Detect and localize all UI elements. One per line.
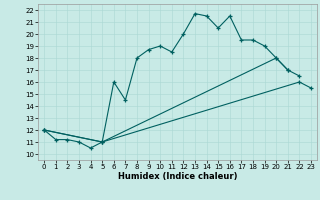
X-axis label: Humidex (Indice chaleur): Humidex (Indice chaleur) [118, 172, 237, 181]
